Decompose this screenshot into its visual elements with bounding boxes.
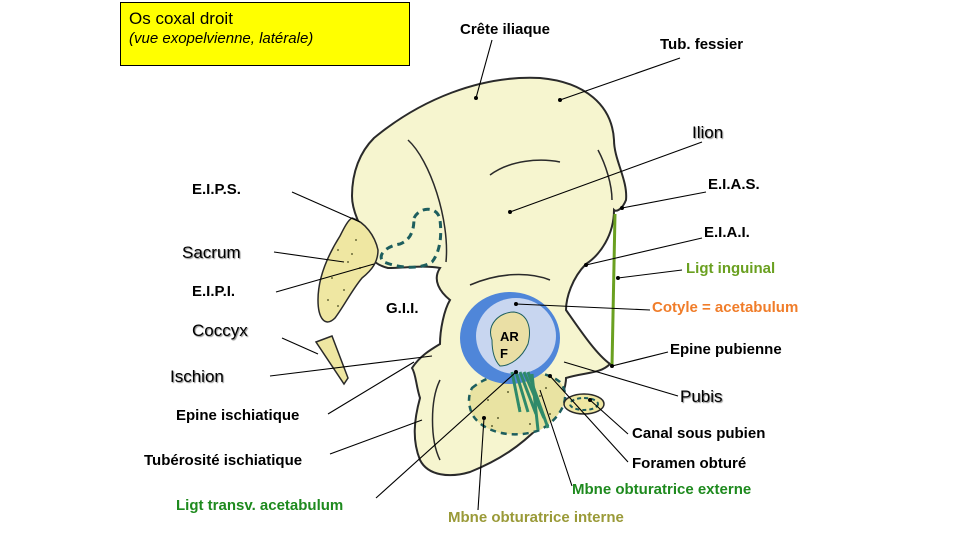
label-mbne-obturatrice-interne: Mbne obturatrice interne: [448, 509, 624, 526]
label-crete-iliaque: Crête iliaque: [460, 21, 551, 38]
label-tub-fessier: Tub. fessier: [660, 36, 744, 53]
label-eips: E.I.P.S.: [192, 181, 241, 198]
label-foramen-obture: Foramen obturé: [632, 455, 747, 472]
title-main: Os coxal droit: [129, 9, 233, 28]
label-sacrum: Sacrum: [182, 243, 241, 262]
label-mbne-obturatrice-externe: Mbne obturatrice externe: [572, 481, 752, 498]
label-ligt-inguinal: Ligt inguinal: [686, 260, 776, 277]
leader-lines: [269, 39, 707, 511]
ischial-line: [431, 379, 441, 461]
leader-arrowheads: [474, 96, 624, 420]
label-ischion: Ischion: [170, 367, 224, 386]
title-subtitle: (vue exopelvienne, latérale): [129, 30, 314, 47]
label-tuberosite-ischiatique: Tubérosité ischiatique: [144, 452, 303, 469]
label-canal-sous-pubien: Canal sous pubien: [632, 425, 766, 442]
title-box: Os coxal droit (vue exopelvienne, latéra…: [120, 2, 410, 66]
gluteal-line-4: [597, 149, 613, 201]
sciatic-notch-dash: [379, 207, 443, 269]
label-gii: G.I.I.: [386, 300, 419, 317]
label-eipi: E.I.P.I.: [192, 283, 236, 300]
label-arf: AR F: [500, 329, 519, 361]
coccyx-shape: [314, 335, 349, 386]
label-eiai: E.I.A.I.: [704, 224, 750, 241]
label-ligt-transv-acetabulum: Ligt transv. acetabulum: [176, 497, 344, 514]
sacrum-shape: [317, 217, 379, 323]
label-eias: E.I.A.S.: [708, 176, 760, 193]
gluteal-line-2: [489, 159, 561, 176]
acetabular-fossa: [490, 311, 530, 367]
label-pubis: Pubis: [680, 387, 723, 406]
subpubic-canal-dash: [569, 397, 599, 411]
label-coccyx: Coccyx: [192, 321, 248, 340]
gluteal-line-1: [407, 139, 448, 263]
label-epine-ischiatique: Epine ischiatique: [176, 407, 300, 424]
label-epine-pubienne: Epine pubienne: [670, 341, 782, 358]
inguinal-ligament-line: [610, 213, 617, 367]
gluteal-line-3: [469, 273, 551, 286]
transverse-ligament-fibers: [510, 371, 550, 431]
label-cotyle: Cotyle = acetabulum: [652, 299, 799, 316]
label-ilion: Ilion: [692, 123, 724, 142]
